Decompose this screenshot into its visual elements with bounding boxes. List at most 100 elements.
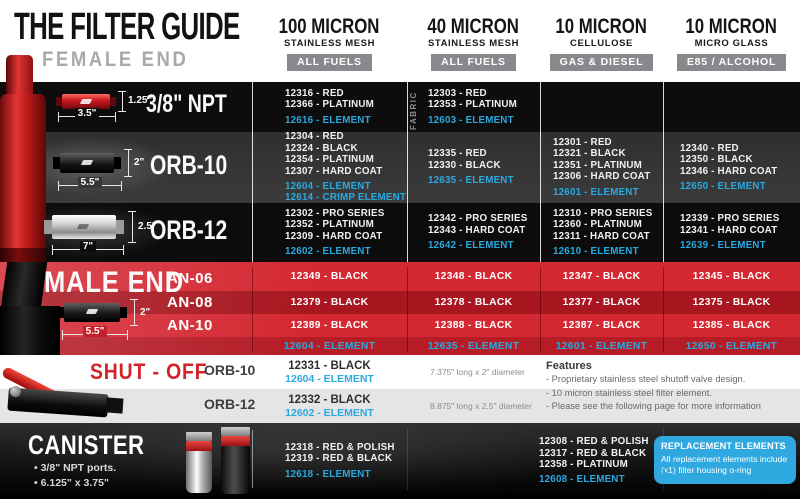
cell-male-element-microglass: 12650 - ELEMENT: [685, 340, 778, 352]
feature-item: - 10 micron stainless steel filter eleme…: [546, 387, 712, 398]
cell-male-element-cellulose: 12601 - ELEMENT: [555, 340, 648, 352]
male-len-label: 5.5": [82, 326, 108, 337]
canister-photo-bracket: [221, 427, 250, 436]
cell-orb10-40micron: 12335 - RED 12330 - BLACK 12635 - ELEMEN…: [428, 148, 514, 187]
row-label-orb12: ORB-12: [150, 215, 228, 245]
cell-an10-cellulose: 12387 - BLACK: [562, 320, 641, 331]
column-header-10-micron-micro-glass: 10 MICRON MICRO GLASS E85 / ALCOHOL: [663, 16, 800, 71]
row-label-an10: AN-10: [167, 317, 213, 334]
shutoff-valve-photo-hinge: [10, 386, 21, 397]
column-subtitle: STAINLESS MESH: [427, 38, 520, 49]
canister-photo-bracket: [186, 432, 212, 441]
npt-dia-label: 1.25": [128, 95, 153, 106]
column-header-100-micron: 100 MICRON STAINLESS MESH ALL FUELS: [252, 16, 407, 71]
row-label-an08: AN-08: [167, 294, 213, 311]
male-filter-cap-left: [57, 307, 64, 318]
column-subtitle: STAINLESS MESH: [283, 38, 376, 49]
cell-male-element-40micron: 12635 - ELEMENT: [427, 340, 520, 352]
canister-photo-cap-red: [186, 441, 212, 451]
column-divider: [407, 428, 408, 490]
canister-photo-cap-red: [221, 436, 250, 446]
orb12-filter-photo: [52, 215, 116, 239]
male-len-bracket: 5.5": [62, 326, 128, 340]
fuel-badge: ALL FUELS: [431, 54, 516, 71]
shutoff-orb12-dimensions: 8.875" long x 2.5" diameter: [430, 401, 532, 411]
cell-an08-cellulose: 12377 - BLACK: [562, 297, 641, 308]
orb10-len-bracket: 5.5": [58, 177, 122, 191]
shutoff-valve-photo-nose: [105, 397, 124, 414]
cell-shutoff-orb12: 12332 - BLACK 12602 - ELEMENT: [285, 393, 374, 419]
cell-an10-40micron: 12388 - BLACK: [434, 320, 513, 331]
npt-dia-bracket: [118, 91, 126, 112]
red-filter-photo-cap: [0, 248, 46, 262]
male-filter-cap-right: [120, 307, 127, 318]
cell-orb10-microglass: 12340 - RED 12350 - BLACK 12346 - HARD C…: [680, 142, 778, 192]
male-stripe-an08: [0, 291, 800, 314]
cell-an10-microglass: 12385 - BLACK: [692, 320, 771, 331]
cell-orb10-100micron: 12304 - RED 12324 - BLACK 12354 - PLATIN…: [285, 131, 407, 204]
male-stripe-an10: [0, 314, 800, 337]
orb10-filter-photo: [60, 153, 114, 173]
cell-orb12-microglass: 12339 - PRO SERIES 12341 - HARD COAT 126…: [680, 213, 780, 252]
male-dia-bracket: [130, 299, 138, 326]
column-title: 40 MICRON: [427, 15, 520, 38]
orb10-dia-bracket: [124, 149, 132, 177]
orb10-len-label: 5.5": [77, 177, 103, 188]
column-divider: [407, 267, 408, 353]
feature-item: - Please see the following page for more…: [546, 401, 761, 411]
shutoff-row-orb10-background: [0, 355, 800, 389]
column-divider: [252, 82, 253, 262]
orb12-len-label: 7": [79, 241, 97, 252]
red-filter-photo-neck: [6, 55, 33, 97]
page-title: THE FILTER GUIDE: [14, 6, 240, 48]
replacement-elements-title: REPLACEMENT ELEMENTS: [661, 441, 786, 452]
npt-filter-cap-left: [56, 97, 62, 106]
cell-npt-40micron: 12303 - RED 12353 - PLATINUM 12603 - ELE…: [428, 87, 518, 126]
features-title: Features: [546, 360, 592, 372]
column-divider: [407, 82, 408, 262]
cell-canister-100micron: 12318 - RED & POLISH 12319 - RED & BLACK…: [285, 441, 395, 480]
column-subtitle: CELLULOSE: [570, 38, 633, 49]
row-label-an06: AN-06: [167, 270, 213, 287]
canister-photo-polish: [186, 451, 212, 493]
male-stripe-elements: [0, 337, 800, 355]
column-divider: [663, 267, 664, 353]
canister-photo-black: [221, 446, 250, 494]
shutoff-orb10-dimensions: 7.375" long x 2" diameter: [430, 367, 525, 377]
orb12-filter-cap-left: [44, 220, 52, 234]
fuel-badge: E85 / ALCOHOL: [676, 54, 787, 71]
orb12-dia-label: 2.5": [138, 221, 157, 232]
row-orb10-background: [0, 132, 800, 203]
cell-an10-100micron: 12389 - BLACK: [290, 320, 369, 331]
canister-bullet-ports: • 3/8" NPT ports.: [34, 462, 117, 474]
cell-male-element-100micron: 12604 - ELEMENT: [283, 340, 376, 352]
cell-an06-cellulose: 12347 - BLACK: [562, 271, 641, 282]
cell-an08-100micron: 12379 - BLACK: [290, 297, 369, 308]
male-dia-label: 2": [140, 307, 151, 318]
male-fitting-photo-hex: [0, 306, 60, 356]
column-divider: [252, 267, 253, 353]
orb12-filter-cap-right: [116, 220, 124, 234]
section-label-female-end: FEMALE END: [42, 48, 189, 71]
npt-filter-photo: [62, 94, 110, 109]
cell-an08-40micron: 12378 - BLACK: [434, 297, 513, 308]
orb12-dia-bracket: [128, 211, 136, 243]
row-npt-background: [0, 82, 800, 132]
section-label-canister: CANISTER: [28, 430, 145, 460]
column-title: 10 MICRON: [555, 15, 648, 38]
features-block: Features - Proprietary stainless steel s…: [546, 359, 796, 414]
column-title: 100 MICRON: [279, 15, 380, 38]
orb12-len-bracket: 7": [52, 241, 124, 255]
npt-len-label: 3.5": [74, 108, 100, 119]
row-label-orb10: ORB-10: [150, 150, 228, 180]
canister-bullet-size: • 6.125" x 3.75": [34, 477, 109, 489]
orb10-filter-cap-left: [53, 157, 60, 169]
replacement-elements-callout: REPLACEMENT ELEMENTS All replacement ele…: [654, 436, 796, 484]
cell-orb10-cellulose: 12301 - RED 12321 - BLACK 12351 - PLATIN…: [553, 136, 651, 198]
male-fitting-photo-flare: [0, 262, 48, 308]
replacement-elements-body: All replacement elements include (x1) fi…: [661, 454, 788, 475]
orb10-dia-label: 2": [134, 157, 145, 168]
section-label-shut-off: SHUT - OFF: [90, 359, 208, 384]
cell-an06-microglass: 12345 - BLACK: [692, 271, 771, 282]
